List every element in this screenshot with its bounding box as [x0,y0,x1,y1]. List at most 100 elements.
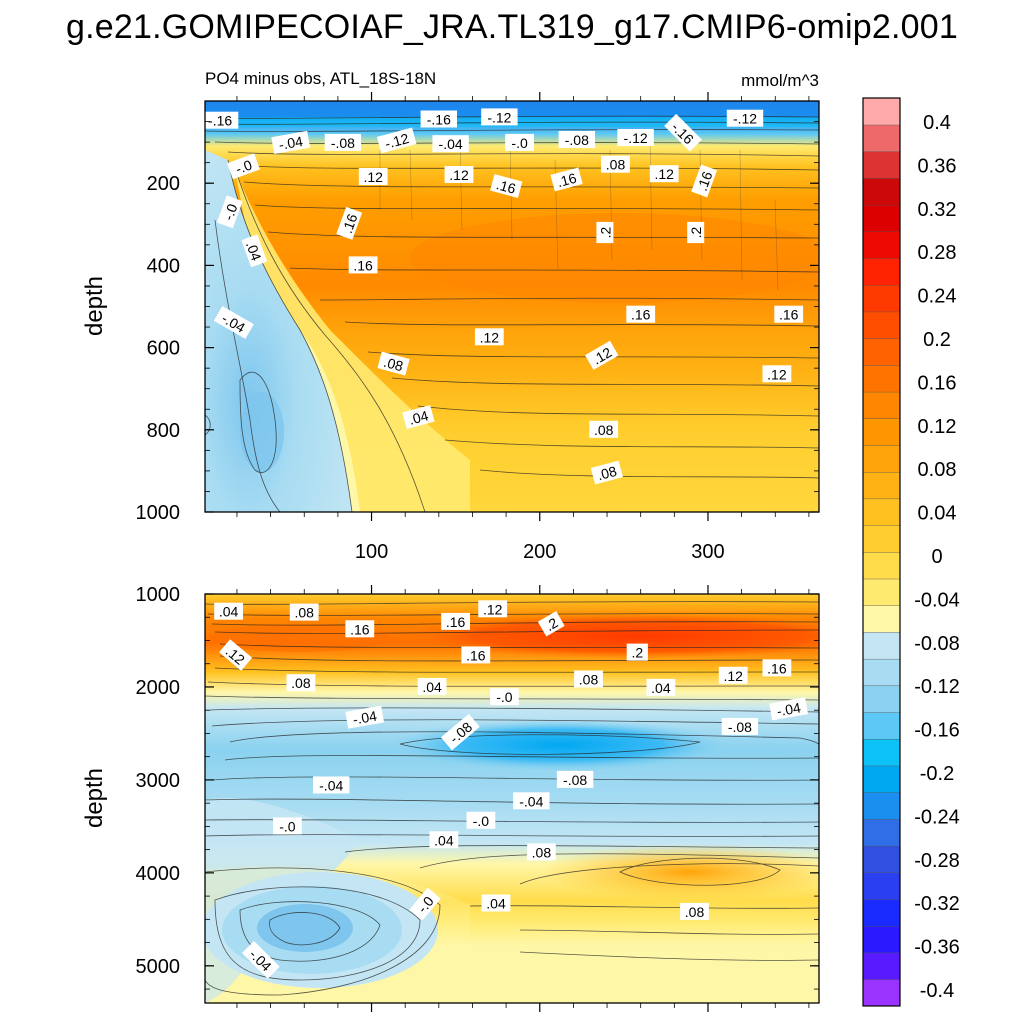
contour-label-text: .12 [480,329,500,345]
contour-label-box [273,817,302,835]
contour-label-text: .12 [363,169,383,185]
colorbar-segment [862,845,901,873]
contour-label-box [726,109,764,127]
colorbar: -0.4 -0.36 -0.32 -0.28 -0.24 -0.2 -0.16 -0.12 -0… [862,97,960,1007]
panel-upper-ytick-label: 800 [147,420,180,442]
contour-label-text: -.08 [563,772,587,788]
contour-label-box [680,902,709,920]
contour-label-text: -.08 [565,132,589,148]
contour-label-box [590,460,623,485]
colorbar-segment [862,925,901,954]
colorbar-segment [862,364,901,393]
contour-label-box [589,420,619,438]
contour-label-box [461,646,491,664]
colorbar-segment [862,284,901,313]
colorbar-segment [862,551,901,580]
panel-upper-xtick-label: 300 [691,541,724,563]
contour-label: .12 [649,165,679,183]
contour-label: .16 [691,164,718,198]
contour-label-box [358,168,388,185]
colorbar-label: 0.24 [918,286,957,308]
lower-red-core [400,614,819,658]
contour-label: .12 [444,166,474,183]
contour-label: -.12 [376,127,417,154]
contour-label-box [214,602,243,620]
contour-label: .08 [286,674,316,692]
colorbar-segment [862,258,901,286]
contour-label-box [762,365,792,383]
colorbar-label: 0.36 [918,155,957,177]
colorbar-segment [862,391,901,419]
units-label: mmol/m^3 [741,71,819,90]
colorbar-segment [862,311,901,339]
panel-lower-ytick-label: 4000 [136,863,181,885]
colorbar-segment [862,498,901,526]
contour-label: .16 [550,167,583,192]
panel-upper-ytick-label: 200 [147,173,180,195]
contour-label: -.04 [432,135,469,153]
lower-panel-frame [204,593,820,1004]
contour-label: -.08 [324,133,362,151]
upper-ylabel: depth [81,276,108,336]
contour-label: .12 [718,666,748,684]
contour-label-text: -.04 [519,793,543,809]
contour-label-box [490,688,519,706]
contour-label-box [345,705,385,729]
colorbar-label: 0.12 [918,416,957,438]
contour-label-box [550,167,583,192]
contour-label: .16 [348,256,378,274]
contour-label: .08 [377,351,410,376]
contour-label: .08 [574,670,603,688]
contour-label-text: .08 [594,422,614,438]
colorbar-label: -0.24 [914,806,960,828]
contour-label-text: .16 [353,257,373,273]
contour-label: .12 [478,600,508,618]
colorbar-segment [862,792,901,820]
colorbar-label: -0.08 [914,633,960,655]
contour-label-text: -.0 [233,156,254,177]
colorbar-label: -0.12 [914,676,960,698]
lower-orange-core [540,844,819,900]
colorbar-segment [862,231,901,259]
contour-label: -.12 [617,129,654,146]
contour-label-text: -.04 [439,136,463,152]
contour-label: .04 [417,678,447,695]
contour-label-text: .08 [532,844,552,860]
colorbar-segment [862,525,901,553]
colorbar-segment [862,818,901,847]
contour-label-box [513,792,550,810]
contour-label-text: .16 [779,307,799,323]
colorbar-segment [862,952,901,980]
colorbar-label: 0.4 [923,112,951,134]
colorbar-segment [862,97,901,126]
contour-label: .08 [589,420,619,438]
contour-label: -.04 [513,792,550,810]
contour-label-box [687,221,705,244]
colorbar-label: 0.08 [918,459,957,481]
contour-label-box [481,894,511,912]
colorbar-segment [862,177,901,206]
colorbar-label: -0.04 [914,589,960,611]
contour-label-box [227,153,260,180]
contour-label-text: .2 [631,645,643,661]
contour-label-box [324,133,362,151]
contour-label: -.16 [420,110,457,128]
upper-panel-field: -.16 -.16 -.12 -.12-.16-.04 -.08 -.12 -.04 -.0-… [205,101,819,512]
contour-label-box [721,717,759,735]
contour-label: -.0 [466,811,496,829]
contour-label: .04 [429,831,459,849]
contour-label-text: -.0 [496,689,513,705]
contour-label-box [664,113,702,152]
upper-orange-core [410,213,819,303]
contour-label-text: -.04 [319,778,343,794]
contour-label-box [241,234,268,268]
contour-label: .04 [241,234,268,268]
colorbar-label: -0.32 [914,893,960,915]
contour-label: .16 [626,305,656,323]
contour-label-text: .2 [597,226,613,238]
panel-upper-xtick-label: 200 [523,541,556,563]
contour-label-text: -.0 [473,813,490,829]
contour-label: .08 [680,902,709,920]
panel-lower-ytick-label: 3000 [136,770,181,792]
